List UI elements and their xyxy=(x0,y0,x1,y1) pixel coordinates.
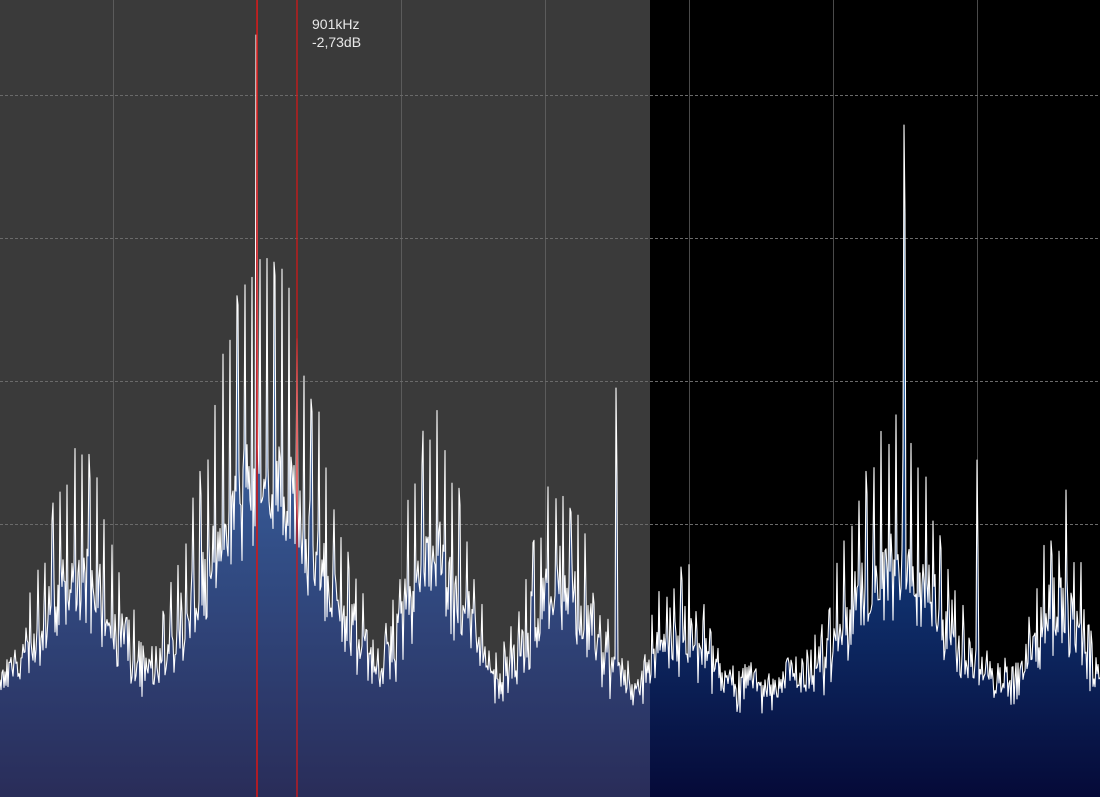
selection-band-overlay xyxy=(0,35,650,797)
spectrum-fill xyxy=(0,35,1100,797)
spectrum-trace xyxy=(0,34,1100,714)
